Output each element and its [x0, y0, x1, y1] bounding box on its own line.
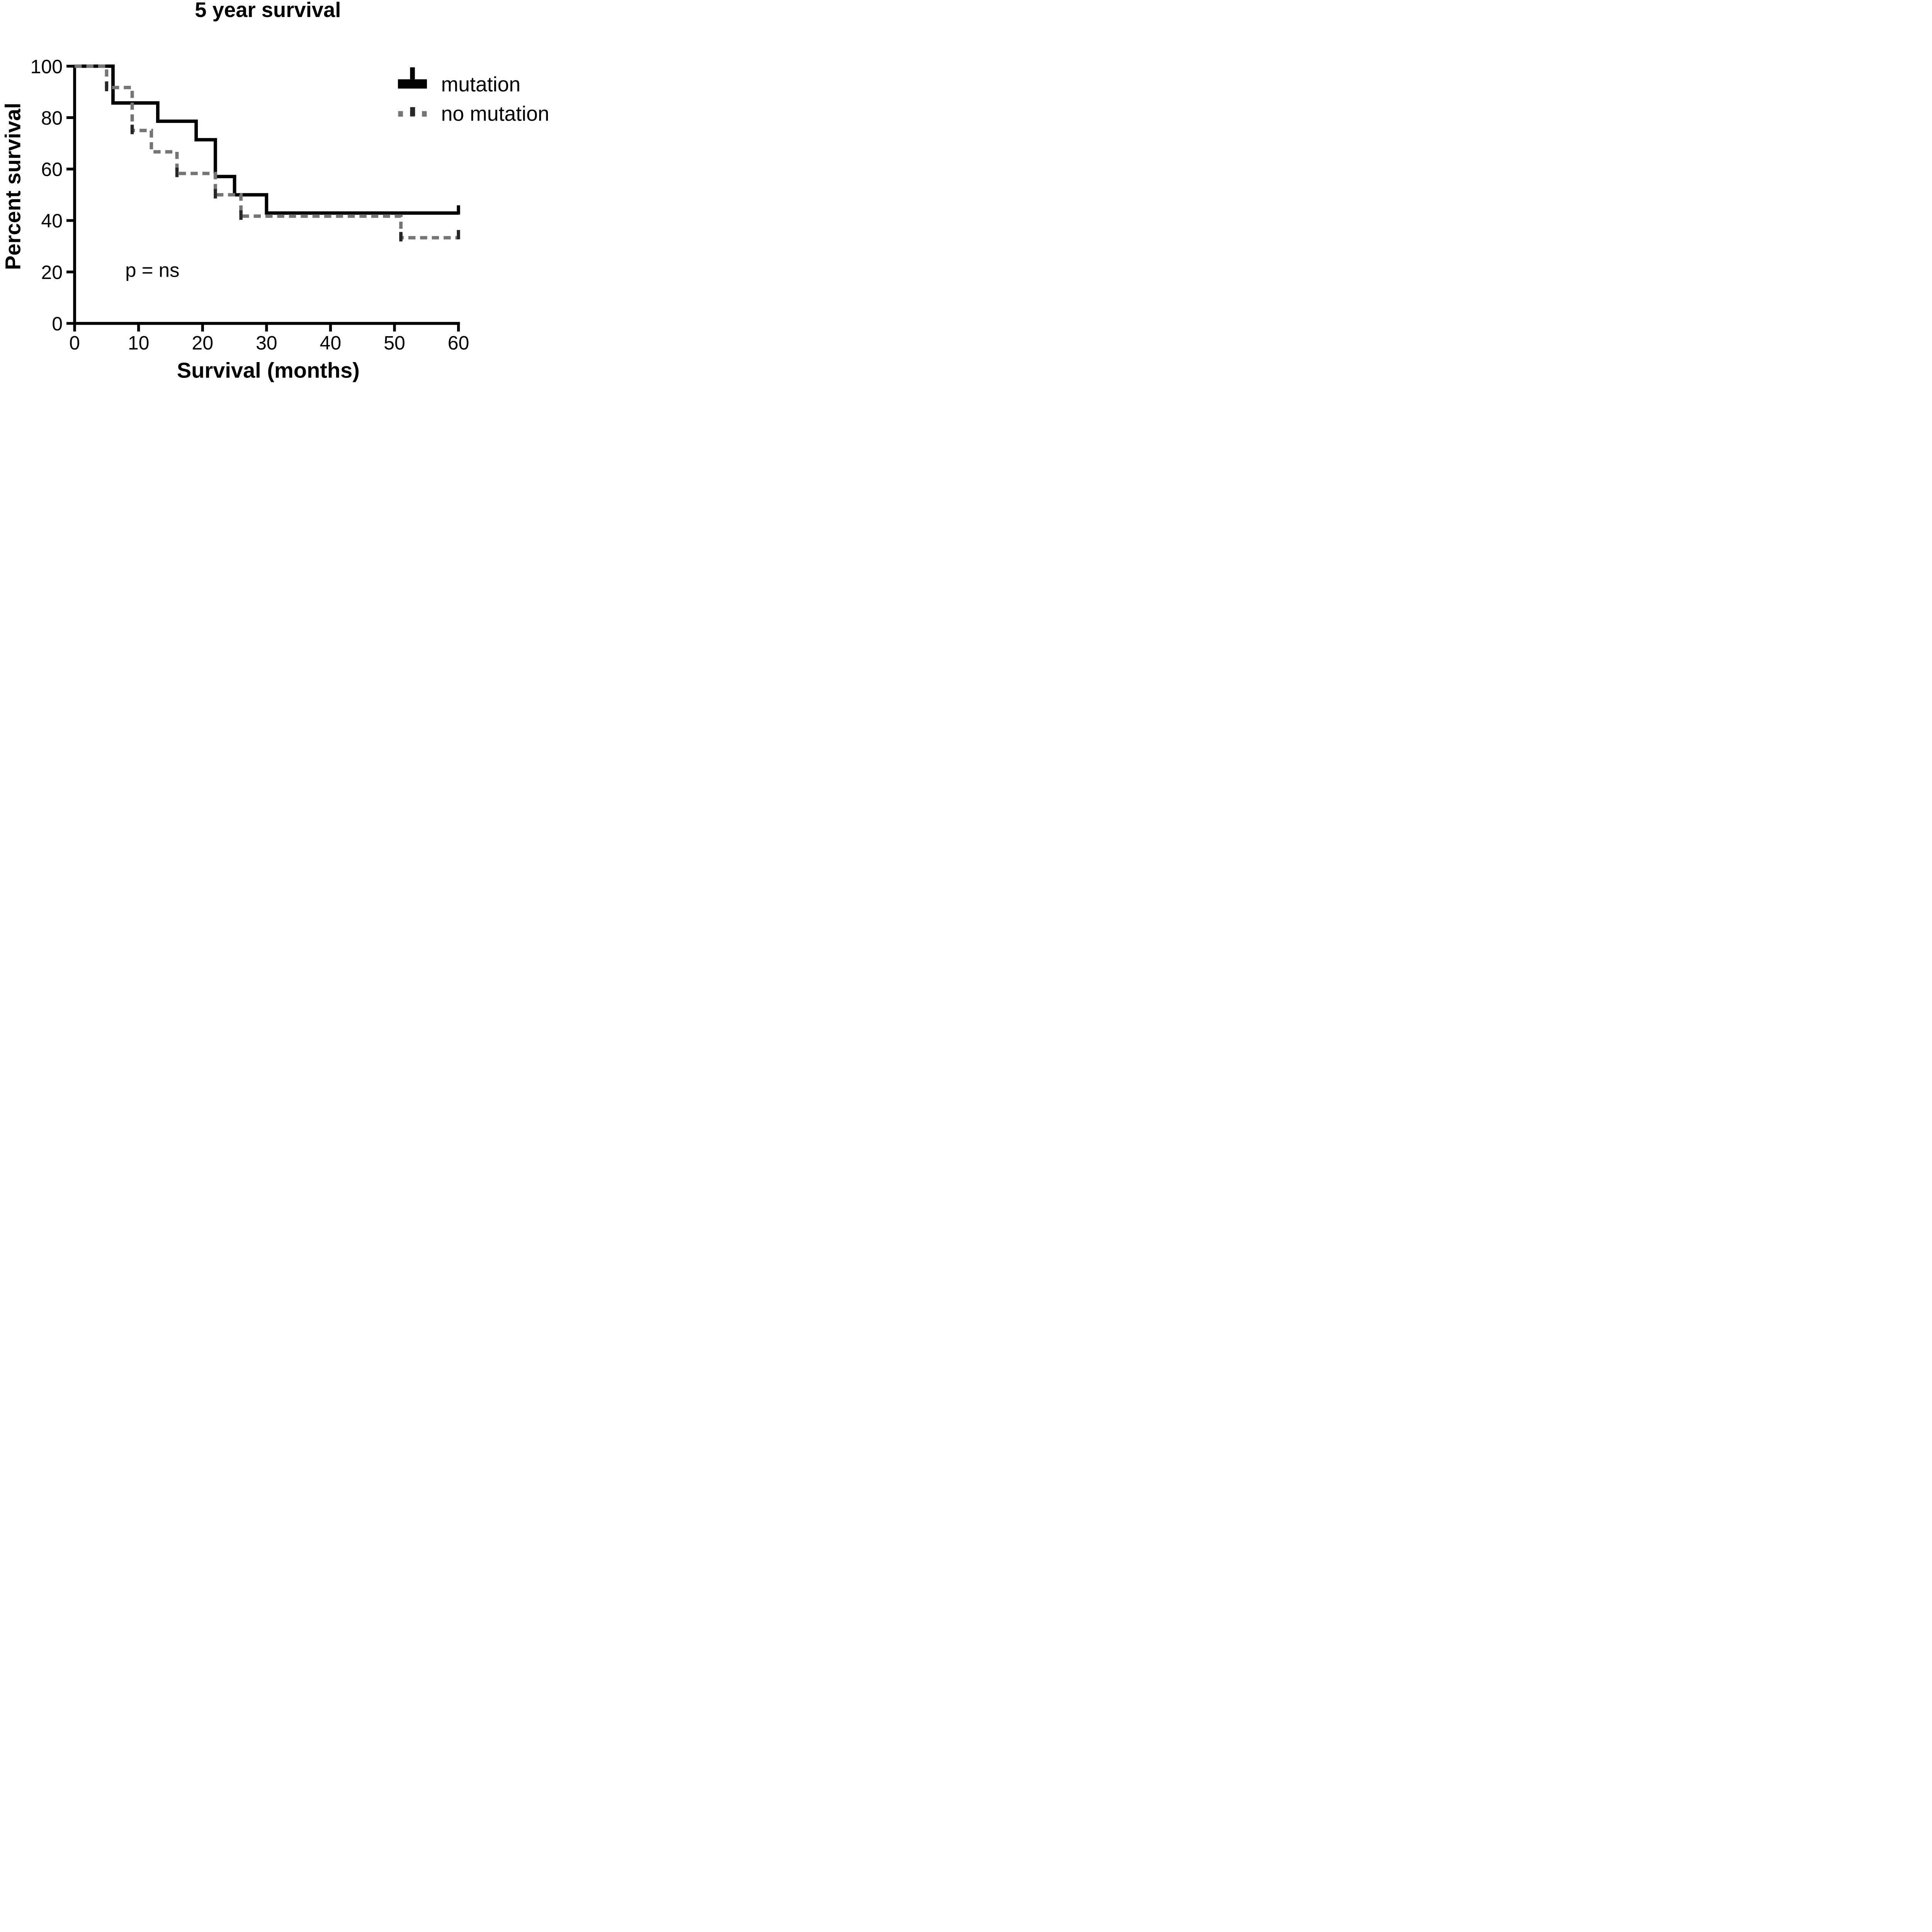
legend-entry-no-mutation: no mutation [398, 102, 548, 126]
p-value-annotation: p = ns [125, 259, 179, 281]
x-tick-label: 50 [384, 332, 405, 354]
y-tick-label: 0 [52, 313, 63, 335]
y-axis-title: Percent survival [0, 103, 25, 270]
survival-figure: 5 year survival Percent survival Surviva… [0, 0, 548, 389]
x-tick-label: 40 [320, 332, 342, 354]
chart-title: 5 year survival [195, 0, 341, 22]
x-axis-tick-labels: 0 10 20 30 40 50 60 [69, 332, 469, 354]
survival-chart: 5 year survival Percent survival Surviva… [0, 0, 548, 383]
survival-curve-mutation [75, 64, 459, 215]
axis-lines [73, 65, 460, 325]
y-tick-label: 100 [31, 56, 63, 77]
x-tick-label: 10 [128, 332, 150, 354]
y-axis: 0 20 40 60 80 100 [31, 56, 75, 335]
y-axis-tick-labels: 0 20 40 60 80 100 [31, 56, 63, 335]
legend-label-no-mutation: no mutation [441, 102, 548, 126]
y-tick-label: 40 [41, 210, 63, 232]
legend-label-mutation: mutation [441, 73, 520, 96]
series-layer [75, 64, 460, 242]
x-axis: 0 10 20 30 40 50 60 [69, 323, 469, 354]
legend: mutation no mutation [398, 67, 548, 126]
x-axis-title: Survival (months) [177, 358, 360, 383]
x-tick-label: 30 [256, 332, 277, 354]
x-tick-label: 0 [69, 332, 80, 354]
x-tick-label: 60 [448, 332, 469, 354]
legend-entry-mutation: mutation [398, 67, 520, 96]
x-tick-label: 20 [192, 332, 213, 354]
y-tick-label: 20 [41, 262, 63, 283]
y-tick-label: 60 [41, 159, 63, 180]
y-tick-label: 80 [41, 107, 63, 129]
